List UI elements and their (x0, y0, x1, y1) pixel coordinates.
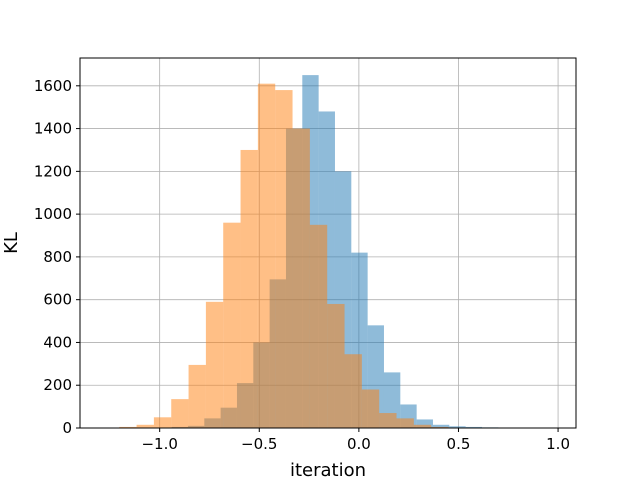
y-tick-label: 600 (43, 291, 72, 309)
histogram-bar (136, 424, 154, 428)
y-tick-label: 0 (62, 419, 72, 437)
x-tick-label: 1.0 (546, 435, 570, 453)
histogram-bar (413, 424, 432, 428)
y-tick-label: 200 (43, 376, 72, 394)
x-tick-label: 0.0 (347, 435, 371, 453)
histogram-bar (432, 424, 450, 428)
histogram-bar (257, 83, 276, 429)
y-tick-label: 1000 (34, 205, 72, 223)
histogram-bar (396, 418, 414, 428)
histogram-bar (205, 301, 224, 428)
histogram-bar (465, 426, 482, 428)
histogram-bar (292, 128, 310, 428)
histogram-bar (449, 426, 466, 428)
histogram-bar (153, 417, 172, 428)
histogram-bar (416, 419, 433, 428)
y-tick-label: 1600 (34, 77, 72, 95)
y-tick-label: 1200 (34, 162, 72, 180)
axis-ticks: −1.0 −0.5 0.0 0.5 1.0 0 200 400 600 800 1000 1200 14… (34, 77, 570, 453)
histogram-bar (327, 303, 345, 428)
y-tick-label: 1400 (34, 120, 72, 138)
x-tick-label: −1.0 (141, 435, 177, 453)
plot-frame (79, 57, 577, 429)
histogram-bar (431, 426, 449, 428)
x-tick-label: −0.5 (241, 435, 277, 453)
histogram-bar (171, 399, 189, 428)
histogram-bar (309, 224, 328, 428)
y-tick-label: 400 (43, 333, 72, 351)
y-tick-label: 800 (43, 248, 72, 266)
histogram-bar (240, 149, 258, 428)
series-1 (101, 83, 484, 429)
x-tick-label: 0.5 (447, 435, 471, 453)
histogram-bar (223, 222, 241, 428)
histogram-bar (344, 354, 362, 428)
histogram-bar (275, 90, 293, 428)
histogram-bars (101, 75, 548, 429)
histogram-bar (379, 413, 397, 428)
histogram-bar (188, 364, 206, 428)
histogram-bar (119, 426, 137, 428)
y-axis-label: KL (1, 232, 22, 254)
histogram-bar (361, 389, 380, 428)
x-axis-label: iteration (290, 460, 366, 480)
